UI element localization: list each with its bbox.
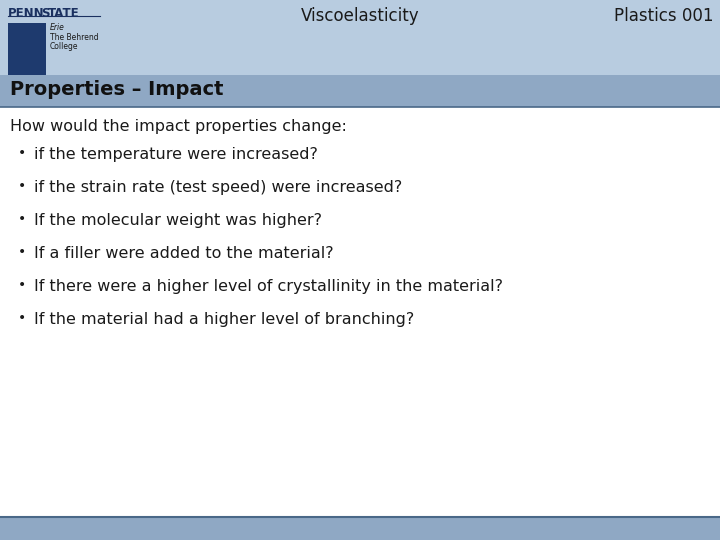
Text: •: • <box>18 179 26 193</box>
Text: Plastics 001: Plastics 001 <box>614 7 714 25</box>
Bar <box>0 75 720 107</box>
Text: Erie: Erie <box>50 23 65 32</box>
Text: If the material had a higher level of branching?: If the material had a higher level of br… <box>34 312 414 327</box>
Text: •: • <box>18 311 26 325</box>
Text: PENN: PENN <box>8 7 45 20</box>
Text: if the temperature were increased?: if the temperature were increased? <box>34 147 318 162</box>
Text: if the strain rate (test speed) were increased?: if the strain rate (test speed) were inc… <box>34 180 402 195</box>
Text: •: • <box>18 278 26 292</box>
Text: The Behrend: The Behrend <box>50 33 99 42</box>
FancyBboxPatch shape <box>8 23 46 75</box>
Text: If there were a higher level of crystallinity in the material?: If there were a higher level of crystall… <box>34 279 503 294</box>
Text: If a filler were added to the material?: If a filler were added to the material? <box>34 246 333 261</box>
Text: •: • <box>18 146 26 160</box>
Text: •: • <box>18 212 26 226</box>
Text: TATE: TATE <box>48 7 80 20</box>
Text: How would the impact properties change:: How would the impact properties change: <box>10 119 347 134</box>
Text: College: College <box>50 42 78 51</box>
Bar <box>0 0 720 75</box>
Text: Properties – Impact: Properties – Impact <box>10 80 223 99</box>
Text: Viscoelasticity: Viscoelasticity <box>301 7 419 25</box>
Text: If the molecular weight was higher?: If the molecular weight was higher? <box>34 213 322 228</box>
Text: S: S <box>41 7 50 20</box>
Bar <box>0 518 720 540</box>
Text: •: • <box>18 245 26 259</box>
